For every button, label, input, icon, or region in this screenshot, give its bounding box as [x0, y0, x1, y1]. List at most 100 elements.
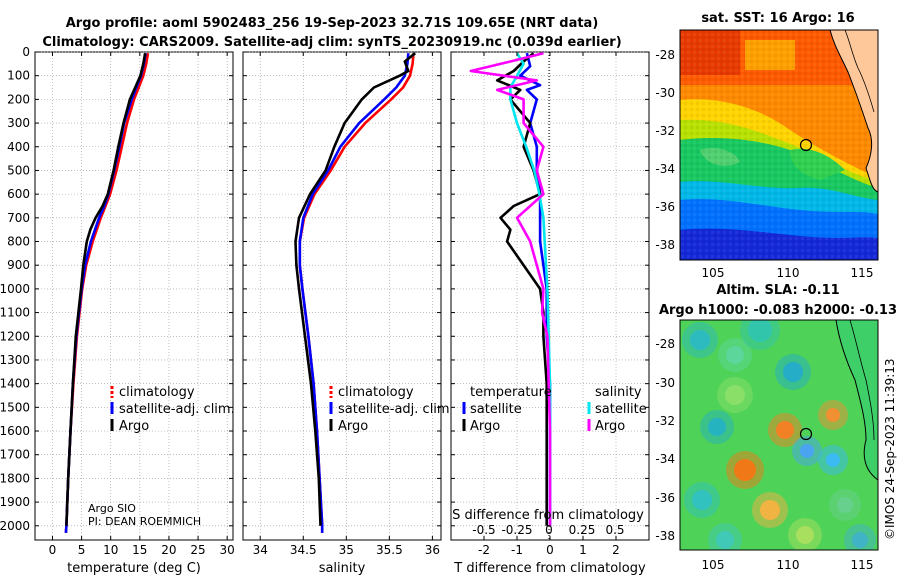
sst-float-marker	[799, 138, 813, 152]
y-tick-label: 1600	[0, 424, 30, 438]
sla-anomaly-core	[716, 531, 734, 549]
sla-anomaly-core	[734, 459, 756, 481]
temperature-axes	[34, 51, 234, 541]
top-tick-label: 0.5	[605, 523, 624, 537]
sst-map-title: sat. SST: 16 Argo: 16	[701, 11, 854, 26]
sst-ytick: -28	[655, 48, 675, 62]
salinity-x-ticks: 34 34.5 35 35.5 36	[253, 52, 440, 557]
difference-xlabel: T difference from climatology	[453, 561, 646, 576]
difference-panel: -2 -1 0 1 2 S difference from climatology -0…	[450, 51, 650, 576]
temperature-y-ticks: 0 100 200 300 400 500 600 700 800 900 1000 1100 1200…	[0, 45, 30, 533]
y-tick-label: 1900	[0, 495, 30, 509]
sst-ytick: -34	[655, 162, 675, 176]
x-tick-label: 2	[612, 543, 620, 557]
difference-x-ticks: -2 -1 0 1 2	[478, 52, 620, 557]
sst-xtick: 110	[777, 266, 800, 280]
x-tick-label: 0	[49, 543, 57, 557]
series-line-argo	[294, 52, 417, 526]
sla-map-xticks: 105 110 115	[702, 558, 874, 572]
sla-xtick: 115	[851, 558, 874, 572]
salinity-axes	[242, 51, 442, 541]
argo-info-line2: PI: DEAN ROEMMICH	[88, 515, 201, 528]
y-tick-label: 900	[7, 258, 30, 272]
top-tick-label: -0.5	[472, 523, 495, 537]
argo-info-line1: Argo SIO	[88, 502, 136, 515]
y-tick-label: 1300	[0, 353, 30, 367]
sla-anomaly-core	[776, 421, 794, 439]
sla-map-title: Altim. SLA: -0.11	[716, 283, 839, 298]
sla-anomaly-core	[837, 497, 853, 513]
x-tick-label: 34.5	[290, 543, 317, 557]
figure-title-line1: Argo profile: aoml 5902483_256 19-Sep-20…	[66, 16, 599, 31]
legend-climatology-label: climatology	[338, 385, 414, 400]
legend-satellite-label: satellite-adj. clim.	[338, 402, 454, 417]
difference-top-label: S difference from climatology	[452, 508, 644, 523]
x-tick-label: -1	[511, 543, 523, 557]
sla-ytick: -32	[655, 414, 675, 428]
sla-ytick: -34	[655, 452, 675, 466]
y-tick-label: 2000	[0, 519, 30, 533]
sst-xtick: 105	[702, 266, 725, 280]
sst-ytick: -38	[655, 238, 675, 252]
sla-map: Altim. SLA: -0.11 Argo h1000: -0.083 h20…	[655, 283, 897, 572]
sla-anomaly-core	[800, 444, 814, 458]
legend-satellite-label: satellite-adj. clim.	[119, 402, 235, 417]
sst-ytick: -30	[655, 86, 675, 100]
temperature-panel: 0100200300400500600700800900100011001200…	[0, 45, 235, 576]
sla-ytick: -38	[655, 529, 675, 543]
difference-series	[469, 51, 552, 526]
legend-s-argo-label: Argo	[595, 419, 625, 434]
y-tick-label: 500	[7, 163, 30, 177]
sla-anomaly-core	[852, 532, 868, 548]
y-tick-label: 400	[7, 140, 30, 154]
sla-anomaly-core	[760, 500, 780, 520]
sla-anomaly-core	[826, 453, 840, 467]
y-tick-label: 300	[7, 116, 30, 130]
sla-field	[680, 320, 878, 550]
sst-field	[680, 30, 878, 260]
salinity-legend: climatology satellite-adj. clim. Argo	[329, 385, 454, 434]
sla-anomaly-core	[748, 320, 772, 342]
temperature-legend: climatology satellite-adj. clim. Argo	[110, 385, 235, 434]
sla-map-yticks: -28 -30 -32 -34 -36 -38	[655, 337, 675, 543]
y-tick-label: 1500	[0, 400, 30, 414]
sst-map-xticks: 105 110 115	[702, 266, 874, 280]
y-tick-label: 1400	[0, 377, 30, 391]
sla-anomaly-core	[783, 362, 803, 382]
legend-t-argo-label: Argo	[470, 419, 500, 434]
sla-anomaly-core	[708, 418, 726, 436]
sla-xtick: 110	[777, 558, 800, 572]
x-tick-label: 15	[132, 543, 147, 557]
legend-salinity-title: salinity	[595, 385, 642, 400]
sla-map-subtitle: Argo h1000: -0.083 h2000: -0.13	[659, 303, 897, 318]
y-tick-label: 200	[7, 92, 30, 106]
x-tick-label: 35.5	[376, 543, 403, 557]
sla-anomaly-core	[690, 330, 710, 350]
difference-legend: temperature satellite Argo salinity sate…	[462, 385, 647, 434]
y-tick-label: 700	[7, 211, 30, 225]
salinity-series	[294, 52, 417, 533]
x-tick-label: 30	[220, 543, 235, 557]
x-tick-label: 10	[103, 543, 118, 557]
legend-argo-label: Argo	[119, 419, 149, 434]
imos-credit: ©IMOS 24-Sep-2023 11:39:13	[883, 358, 897, 540]
legend-temperature-title: temperature	[470, 385, 552, 400]
sla-anomaly-core	[826, 408, 840, 422]
series-line-argo	[65, 52, 147, 526]
legend-s-satellite-label: satellite	[595, 402, 647, 417]
sla-map-frame	[679, 319, 879, 551]
salinity-xlabel: salinity	[319, 561, 366, 576]
sla-anomaly-core	[725, 385, 745, 405]
temperature-xlabel: temperature (deg C)	[67, 561, 201, 576]
y-tick-label: 0	[22, 45, 30, 59]
y-tick-label: 1700	[0, 448, 30, 462]
legend-argo-label: Argo	[338, 419, 368, 434]
salinity-panel: 34 34.5 35 35.5 36 salinity climatology sate…	[242, 51, 454, 576]
sla-anomaly-core	[692, 490, 712, 510]
top-tick-label: -0.25	[501, 523, 532, 537]
y-tick-label: 1800	[0, 471, 30, 485]
sla-ytick: -28	[655, 337, 675, 351]
x-tick-label: 1	[579, 543, 587, 557]
sst-map-frame	[679, 29, 879, 261]
